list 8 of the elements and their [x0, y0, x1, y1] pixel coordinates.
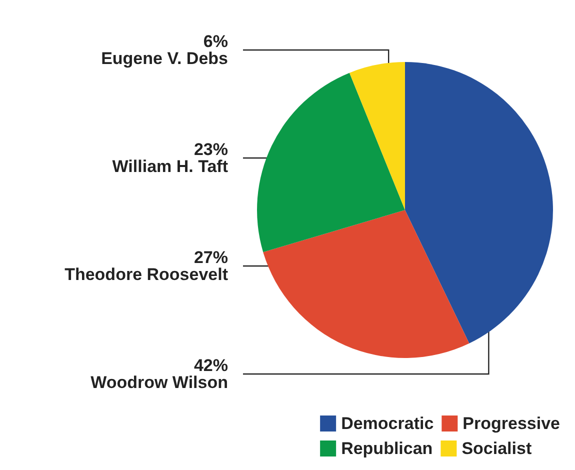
legend-label: Republican — [341, 439, 433, 458]
legend-label: Progressive — [462, 414, 560, 433]
data-label: 23% William H. Taft — [112, 140, 228, 176]
legend-label: Democratic — [341, 414, 434, 433]
data-label: 42% Woodrow Wilson — [90, 356, 228, 392]
data-label: 6% Eugene V. Debs — [101, 32, 228, 68]
legend-label: Socialist — [462, 439, 532, 458]
data-label: 27% Theodore Roosevelt — [64, 248, 228, 284]
